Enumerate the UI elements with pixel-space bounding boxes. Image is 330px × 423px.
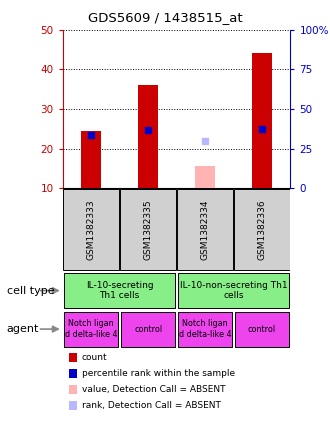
Bar	[138, 85, 158, 188]
Bar	[178, 273, 289, 308]
Text: IL-10-secreting
Th1 cells: IL-10-secreting Th1 cells	[86, 281, 153, 300]
Text: percentile rank within the sample: percentile rank within the sample	[82, 369, 235, 378]
Bar	[234, 189, 290, 270]
Text: cell type: cell type	[7, 286, 54, 296]
Text: value, Detection Call = ABSENT: value, Detection Call = ABSENT	[82, 385, 225, 394]
Text: GSM1382335: GSM1382335	[144, 199, 152, 260]
Text: Notch ligan
d delta-like 4: Notch ligan d delta-like 4	[179, 319, 231, 339]
Bar	[195, 166, 215, 188]
Text: GSM1382336: GSM1382336	[257, 199, 266, 260]
Text: GSM1382334: GSM1382334	[201, 199, 210, 260]
Text: Notch ligan
d delta-like 4: Notch ligan d delta-like 4	[65, 319, 117, 339]
Bar	[252, 53, 272, 188]
Text: control: control	[134, 324, 162, 334]
Text: control: control	[248, 324, 276, 334]
Text: rank, Detection Call = ABSENT: rank, Detection Call = ABSENT	[82, 401, 220, 410]
Bar	[235, 312, 289, 346]
Bar	[121, 312, 175, 346]
Text: agent: agent	[7, 324, 39, 334]
Bar	[64, 312, 118, 346]
Text: GSM1382333: GSM1382333	[87, 199, 96, 260]
Text: count: count	[82, 353, 107, 362]
Bar	[120, 189, 176, 270]
Bar	[178, 312, 232, 346]
Bar	[63, 189, 119, 270]
Bar	[64, 273, 175, 308]
Text: GDS5609 / 1438515_at: GDS5609 / 1438515_at	[88, 11, 242, 24]
Bar	[177, 189, 233, 270]
Text: IL-10-non-secreting Th1
cells: IL-10-non-secreting Th1 cells	[180, 281, 287, 300]
Bar	[81, 131, 101, 188]
